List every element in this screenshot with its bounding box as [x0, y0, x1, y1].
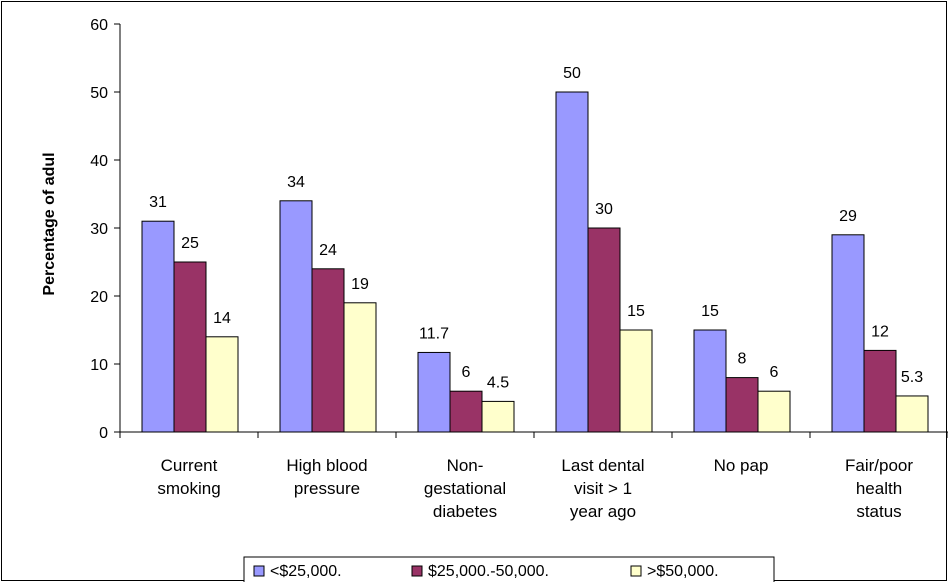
y-axis-label: Percentage of adul: [41, 152, 58, 295]
bar-1-5: [863, 349, 897, 433]
bar-0-5: [831, 234, 865, 433]
data-label: 25: [181, 235, 199, 252]
bar-1-3: [587, 227, 621, 433]
y-tick-label: 60: [90, 17, 108, 34]
data-label: 50: [563, 65, 581, 82]
data-label: 6: [770, 364, 779, 381]
bar-2-0: [205, 336, 239, 433]
legend-swatch: [411, 565, 423, 577]
legend-entry: $25,000.-50,000.: [428, 563, 549, 580]
x-category-label: Last dental visit > 1 year ago: [561, 456, 644, 521]
legend-entry: >$50,000.: [647, 563, 719, 580]
x-category-label: Non-gestational diabetes: [424, 456, 506, 521]
data-label: 14: [213, 310, 231, 327]
x-category-label: High blood pressure: [286, 456, 367, 498]
legend-swatch: [253, 565, 265, 577]
bar-0-1: [279, 200, 313, 433]
x-category-label: No pap: [714, 456, 769, 475]
bar-1-4: [725, 377, 759, 433]
y-tick-label: 30: [90, 221, 108, 238]
bar-0-4: [693, 329, 727, 433]
y-tick-label: 50: [90, 85, 108, 102]
y-tick-label: 10: [90, 357, 108, 374]
bar-2-2: [481, 400, 515, 433]
data-label: 34: [287, 174, 305, 191]
legend-box: [243, 556, 775, 582]
data-label: 5.3: [901, 369, 923, 386]
axes-layer: 0 10 20 30 40 50 60 Current smoking High blood pre…: [90, 17, 948, 521]
bar-1-2: [449, 390, 483, 433]
bar-0-2: [417, 351, 451, 433]
data-label: 19: [351, 276, 369, 293]
bar-2-5: [895, 395, 929, 433]
bar-2-4: [757, 390, 791, 433]
data-label: 12: [871, 323, 889, 340]
data-label: 4.5: [487, 374, 509, 391]
bar-1-0: [173, 261, 207, 433]
data-labels-layer: 31 34 11.7 50 15 29 25 24 6 30 8 12 14 19 4.5 15 6 5.3: [149, 65, 923, 391]
data-label: 15: [701, 303, 719, 320]
data-label: 15: [627, 303, 645, 320]
bar-0-0: [141, 220, 175, 433]
bars-layer: [141, 91, 929, 433]
y-tick-label: 20: [90, 289, 108, 306]
bar-1-1: [311, 268, 345, 433]
data-label: 8: [738, 351, 747, 368]
legend-entry: <$25,000.: [270, 563, 342, 580]
x-category-label: Current smoking: [157, 456, 220, 498]
data-label: 11.7: [419, 325, 449, 342]
legend-swatch: [630, 565, 642, 577]
y-tick-label: 40: [90, 153, 108, 170]
bar-0-3: [555, 91, 589, 433]
bar-2-1: [343, 302, 377, 433]
bar-2-3: [619, 329, 653, 433]
data-label: 30: [595, 201, 613, 218]
x-category-label: Fair/poor health status: [845, 456, 913, 521]
data-label: 24: [319, 242, 337, 259]
data-label: 29: [839, 208, 857, 225]
legend: <$25,000. $25,000.-50,000. >$50,000.: [243, 556, 775, 582]
y-tick-label: 0: [99, 425, 108, 442]
data-label: 31: [149, 194, 167, 211]
data-label: 6: [462, 364, 471, 381]
